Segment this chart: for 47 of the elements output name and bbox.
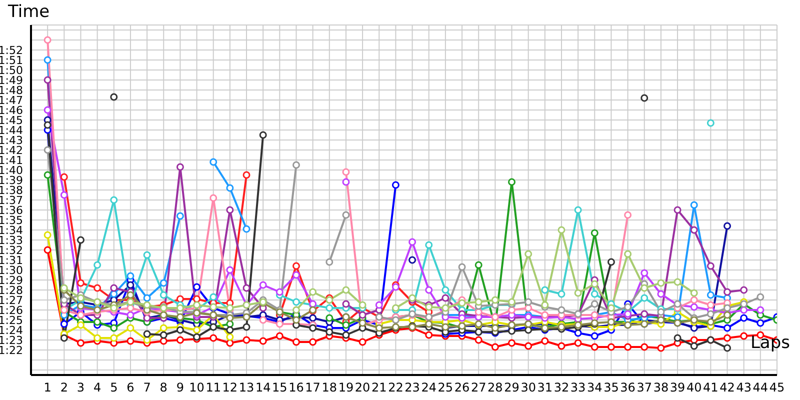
x-tick-label: 13 [238, 380, 254, 395]
x-tick-label: 18 [322, 380, 338, 395]
x-tick-label: 43 [736, 380, 752, 395]
x-tick-label: 42 [720, 380, 735, 395]
x-tick-label: 8 [160, 380, 168, 395]
x-tick-label: 9 [176, 380, 184, 395]
x-tick-label: 10 [189, 380, 204, 395]
x-tick-label: 28 [488, 380, 503, 395]
x-tick-label: 6 [126, 380, 134, 395]
x-tick-label: 2 [60, 380, 68, 395]
x-tick-label: 16 [288, 380, 304, 395]
y-axis-title: Time [8, 2, 50, 22]
x-tick-label: 30 [520, 380, 536, 395]
x-tick-label: 24 [421, 380, 437, 395]
x-tick-label: 41 [703, 380, 718, 395]
x-tick-label: 11 [206, 380, 221, 395]
x-tick-label: 25 [438, 380, 454, 395]
x-tick-label: 14 [255, 380, 271, 395]
x-tick-label: 45 [769, 380, 785, 395]
x-tick-label: 39 [670, 380, 686, 395]
x-tick-label: 12 [222, 380, 238, 395]
x-tick-label: 34 [587, 380, 602, 395]
x-tick-label: 4 [93, 380, 102, 395]
x-tick-label: 5 [110, 380, 118, 395]
x-tick-label: 38 [653, 380, 669, 395]
x-tick-label: 37 [636, 380, 652, 395]
x-tick-label: 44 [752, 380, 768, 395]
x-tick-label: 22 [388, 380, 404, 395]
x-tick-label: 35 [604, 380, 619, 395]
x-tick-label: 40 [686, 380, 702, 395]
x-tick-label: 26 [454, 380, 470, 395]
x-tick-label: 3 [76, 380, 85, 395]
x-tick-label: 36 [620, 380, 636, 395]
x-axis-title: Laps [750, 333, 790, 353]
x-tick-label: 17 [305, 380, 320, 395]
x-tick-label: 32 [554, 380, 570, 395]
x-tick-label: 33 [570, 380, 586, 395]
x-tick-label: 19 [338, 380, 354, 395]
x-tick-label: 7 [143, 380, 151, 395]
x-tick-label: 1 [44, 380, 52, 395]
x-tick-label: 15 [272, 380, 288, 395]
x-tick-label: 27 [470, 380, 486, 395]
x-tick-label: 23 [404, 380, 420, 395]
x-tick-label: 20 [354, 380, 370, 395]
x-tick-label: 21 [371, 380, 387, 395]
x-tick-label: 29 [504, 380, 520, 395]
x-tick-label: 31 [537, 380, 553, 395]
